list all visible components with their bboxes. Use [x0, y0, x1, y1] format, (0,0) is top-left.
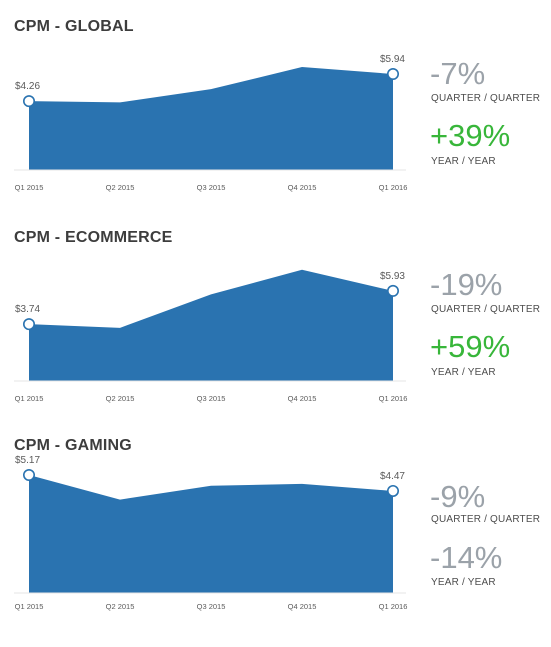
chart-panel-ecommerce: CPM - ECOMMERCE Q1 2015 Q2 2015 Q3 2015 Q4 …: [0, 229, 551, 439]
quarter-change-value: -9%: [430, 479, 486, 514]
data-label: $5.17: [15, 455, 40, 466]
data-point-marker: [386, 67, 399, 80]
quarter-change-value: -7%: [430, 56, 486, 91]
data-point-marker: [22, 468, 35, 481]
quarter-change-label: QUARTER / QUARTER: [431, 93, 541, 104]
year-change-label: YEAR / YEAR: [431, 156, 496, 167]
area-series: [29, 474, 393, 593]
area-chart: Q1 2015 Q2 2015 Q3 2015 Q4 2015 Q1 2016 $4.26…: [14, 54, 408, 192]
chart-panel-global: CPM - GLOBAL Q1 2015 Q2 2015 Q3 2015 Q4 201…: [0, 18, 551, 228]
x-tick-label: Q2 2015: [106, 394, 135, 403]
x-tick-label: Q3 2015: [197, 394, 226, 403]
chart-title: CPM - GLOBAL: [14, 18, 134, 35]
x-tick-label: Q1 2015: [15, 183, 44, 192]
chart-panel-gaming: CPM - GAMING Q1 2015 Q2 2015 Q3 2015 Q4 201…: [0, 437, 551, 647]
x-tick-label: Q2 2015: [106, 183, 135, 192]
data-point-marker: [386, 284, 399, 297]
data-label: $5.93: [380, 271, 405, 282]
area-chart: Q1 2015 Q2 2015 Q3 2015 Q4 2015 Q1 2016 $3.74…: [14, 269, 408, 403]
data-label: $3.74: [15, 304, 40, 315]
quarter-change-label: QUARTER / QUARTER: [431, 304, 541, 315]
data-point-marker: [22, 95, 35, 108]
quarter-change-label: QUARTER / QUARTER: [431, 514, 541, 525]
x-tick-label: Q1 2015: [15, 394, 44, 403]
year-change-value: +59%: [430, 329, 511, 364]
year-change-label: YEAR / YEAR: [431, 367, 496, 378]
data-point-marker: [22, 318, 35, 331]
data-label: $4.47: [380, 471, 405, 482]
area-series: [29, 67, 393, 170]
x-tick-label: Q1 2016: [379, 183, 408, 192]
data-label: $5.94: [380, 54, 405, 65]
x-tick-label: Q3 2015: [197, 602, 226, 611]
x-tick-label: Q4 2015: [288, 394, 317, 403]
x-tick-label: Q1 2016: [379, 394, 408, 403]
data-label: $4.26: [15, 81, 40, 92]
x-tick-label: Q4 2015: [288, 183, 317, 192]
area-series: [29, 269, 393, 381]
year-change-label: YEAR / YEAR: [431, 577, 496, 588]
data-point-marker: [386, 484, 399, 497]
x-tick-label: Q3 2015: [197, 183, 226, 192]
x-tick-label: Q2 2015: [106, 602, 135, 611]
quarter-change-value: -19%: [430, 267, 503, 302]
x-tick-label: Q4 2015: [288, 602, 317, 611]
year-change-value: -14%: [430, 540, 503, 575]
chart-title: CPM - GAMING: [14, 437, 132, 454]
area-chart: Q1 2015 Q2 2015 Q3 2015 Q4 2015 Q1 2016 $5.17…: [14, 455, 408, 611]
chart-title: CPM - ECOMMERCE: [14, 229, 173, 246]
x-tick-label: Q1 2015: [15, 602, 44, 611]
x-tick-label: Q1 2016: [379, 602, 408, 611]
year-change-value: +39%: [430, 118, 511, 153]
